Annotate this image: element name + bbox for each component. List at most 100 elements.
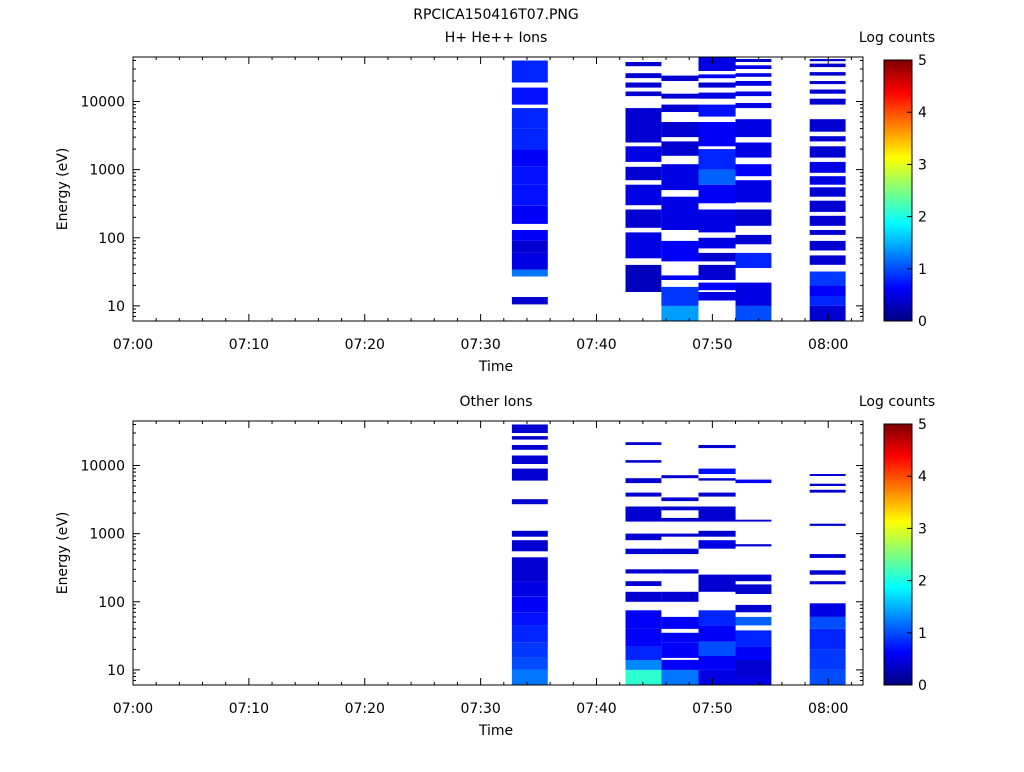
heatmap-cell — [511, 455, 548, 464]
heatmap-cell — [698, 122, 736, 147]
heatmap-cell — [511, 581, 548, 597]
heatmap-cell — [698, 574, 736, 592]
x-axis-label: Time — [478, 723, 513, 739]
heatmap-cell — [698, 57, 736, 71]
heatmap-cell — [511, 612, 548, 626]
heatmap-cell — [809, 200, 846, 212]
heatmap-cell — [735, 305, 772, 321]
y-axis: 10 100 1000 10000 — [80, 59, 863, 322]
heatmap-cell — [698, 478, 736, 481]
heatmap-cell — [625, 628, 662, 647]
heatmap-cell — [625, 460, 662, 463]
heatmap-cell — [625, 492, 662, 497]
heatmap-cell — [809, 230, 846, 235]
colorbar-tick-label: 5 — [918, 417, 927, 433]
heatmap-cell — [809, 63, 846, 68]
heatmap-cell — [661, 659, 699, 670]
heatmap-cell — [625, 108, 662, 143]
heatmap-cell — [735, 544, 772, 547]
heatmap-cell — [625, 91, 662, 97]
x-tick-label: 08:00 — [808, 701, 848, 717]
x-tick-label: 08:00 — [808, 337, 848, 353]
heatmap-cell — [661, 141, 699, 156]
heatmap-cell — [735, 180, 772, 203]
heatmap-cell — [511, 657, 548, 670]
colorbar-tick-label: 4 — [918, 105, 927, 121]
colorbar-tick-label: 1 — [918, 262, 927, 278]
heatmap-cell — [511, 166, 548, 185]
heatmap-cell — [625, 478, 662, 484]
heatmap-cell — [625, 232, 662, 259]
y-tick-label: 10000 — [80, 459, 125, 475]
y-tick-label: 10 — [107, 299, 125, 315]
heatmap-cell — [809, 146, 846, 158]
heatmap-cell — [809, 523, 846, 526]
heatmap-cell — [809, 240, 846, 251]
colorbar-tick-label: 3 — [918, 157, 927, 173]
colorbar-tick-label: 4 — [918, 469, 927, 485]
heatmap-cell — [698, 264, 736, 280]
heatmap-cell — [735, 676, 772, 685]
heatmap-cell — [809, 305, 846, 321]
heatmap-cell — [809, 59, 846, 62]
heatmap-cell — [625, 548, 662, 555]
heatmap-cell — [735, 91, 772, 97]
heatmap-cell — [735, 142, 772, 158]
heatmap-cell — [625, 184, 662, 206]
heatmap-cell — [809, 570, 846, 575]
heatmap-cell — [809, 187, 846, 197]
plot-frame — [132, 420, 864, 686]
x-tick-label: 07:30 — [460, 701, 500, 717]
heatmap-cell — [735, 519, 772, 522]
heatmap-cell — [698, 292, 736, 301]
heatmap-cell — [809, 603, 846, 617]
heatmap-cell — [809, 295, 846, 306]
heatmap-cell — [735, 282, 772, 306]
heatmap-cell — [511, 436, 548, 440]
heatmap-cell — [625, 264, 662, 292]
x-tick-label: 07:40 — [576, 701, 616, 717]
heatmap-cell — [661, 616, 699, 629]
heatmap-cell — [698, 540, 736, 549]
heatmap-cell — [625, 669, 662, 685]
y-axis: 10 100 1000 10000 — [80, 423, 863, 686]
heatmap-cell — [625, 581, 662, 586]
heatmap-cell — [809, 98, 846, 105]
heatmap-cell — [698, 468, 736, 474]
heatmap-cell — [661, 548, 699, 555]
heatmap-cell — [735, 646, 772, 660]
heatmap-cell — [698, 237, 736, 249]
colorbar-ticks: 0 1 2 3 4 5 — [907, 417, 927, 694]
heatmap-cell — [809, 136, 846, 142]
heatmap-cell — [511, 499, 548, 505]
heatmap-cell — [809, 474, 846, 476]
heatmap-cell — [698, 282, 736, 291]
heatmap-cell — [698, 641, 736, 656]
heatmap-cell — [698, 656, 736, 670]
heatmap-cell — [698, 149, 736, 170]
panel-h-he-ions: H+ He++ Ions Energy (eV) Time Log counts… — [55, 30, 935, 375]
heatmap-cell — [511, 540, 548, 552]
heatmap-cell — [735, 65, 772, 69]
heatmap-cell — [661, 517, 699, 522]
heatmap-cell — [735, 164, 772, 177]
colorbar-label: Log counts — [859, 30, 935, 46]
heatmap-cells — [511, 57, 846, 321]
x-axis: 07:00 07:10 07:20 07:30 07:40 07:50 08:00 — [113, 57, 852, 353]
x-tick-label: 07:30 — [460, 337, 500, 353]
y-tick-label: 1000 — [89, 163, 125, 179]
heatmap-cell — [661, 642, 699, 658]
heatmap-cell — [735, 252, 772, 268]
heatmap-cell — [625, 646, 662, 660]
heatmap-cell — [661, 104, 699, 112]
x-tick-label: 07:40 — [576, 337, 616, 353]
heatmap-cell — [661, 305, 699, 321]
heatmap-cell — [625, 442, 662, 445]
x-axis: 07:00 07:10 07:20 07:30 07:40 07:50 08:00 — [113, 421, 852, 717]
heatmap-cell — [698, 74, 736, 79]
x-tick-label: 07:20 — [345, 337, 385, 353]
heatmap-cell — [511, 108, 548, 129]
heatmap-cell — [809, 489, 846, 493]
heatmap-cell — [809, 669, 846, 685]
